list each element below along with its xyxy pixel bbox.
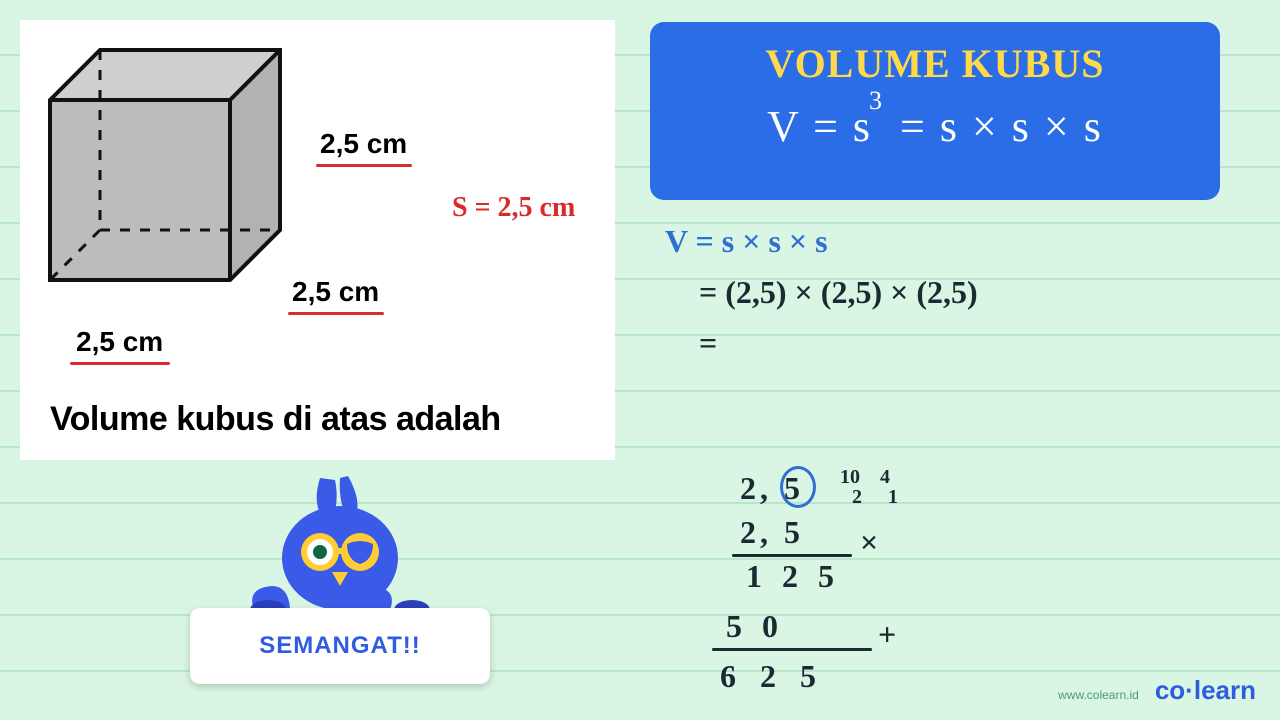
long-multiplication: 2, 5 10 2 4 1 2, 5 × 1 2 5 5 0 + 6 2 5: [740, 470, 844, 702]
question-text: Volume kubus di atas adalah: [50, 400, 501, 439]
cube-figure: [40, 40, 300, 300]
mul-circle: [780, 466, 816, 508]
mascot-sign: SEMANGAT!!: [190, 608, 490, 684]
formula-line-before: V = s: [767, 102, 872, 151]
cube-svg: [40, 40, 300, 300]
formula-line-after: = s × s × s: [887, 102, 1103, 151]
mul-result: 6 2 5: [720, 658, 824, 695]
brand-url: www.colearn.id: [1058, 688, 1139, 702]
mul-p1: 1 2 5: [746, 558, 840, 595]
mul-partial-2: 5 0 +: [740, 608, 844, 652]
calculation-block: V = s × s × s = (2,5) × (2,5) × (2,5) =: [665, 216, 978, 370]
mul-r2: 2, 5: [740, 514, 804, 551]
dim-underline-bottom: [70, 362, 170, 365]
mul-row-1: 2, 5 10 2 4 1: [740, 470, 844, 514]
formula-line: V = s3 = s × s × s: [676, 101, 1194, 152]
mul-row-2: 2, 5 ×: [740, 514, 844, 558]
footer-brand: www.colearn.id co·learn: [1058, 675, 1256, 706]
dim-underline-depth: [288, 312, 384, 315]
mul-op-times: ×: [860, 524, 878, 561]
brand-logo: co·learn: [1155, 675, 1256, 706]
mul-rule-2: [712, 648, 872, 651]
calc-eq-2: =: [699, 274, 725, 310]
formula-title: VOLUME KUBUS: [676, 40, 1194, 87]
mul-partial-1: 1 2 5: [740, 558, 844, 608]
formula-box: VOLUME KUBUS V = s3 = s × s × s: [650, 22, 1220, 200]
mascot-sign-text: SEMANGAT!!: [259, 632, 421, 660]
mul-op-plus: +: [878, 616, 896, 653]
side-equation: S = 2,5 cm: [452, 192, 575, 224]
mul-p2: 5 0: [726, 608, 784, 645]
calc-line-1: V = s × s × s: [665, 216, 978, 267]
brand-logo-dot: ·: [1185, 675, 1194, 705]
mul-rule-1: [732, 554, 852, 557]
calc-eq-1: =: [696, 223, 722, 259]
calc-l2: (2,5) × (2,5) × (2,5): [725, 274, 977, 310]
brand-logo-b: learn: [1194, 675, 1256, 705]
dim-label-bottom: 2,5 cm: [76, 326, 163, 358]
dim-label-right: 2,5 cm: [320, 128, 407, 160]
brand-logo-a: co: [1155, 675, 1185, 705]
calc-line-3: =: [665, 318, 978, 369]
calc-l1-rhs: s × s × s: [722, 223, 828, 259]
calc-eq-3: =: [699, 325, 717, 361]
dim-underline-right: [316, 164, 412, 167]
mul-result-row: 6 2 5: [740, 658, 844, 702]
calc-line-2: = (2,5) × (2,5) × (2,5): [665, 267, 978, 318]
formula-line-sup: 3: [869, 86, 884, 115]
dim-label-depth: 2,5 cm: [292, 276, 379, 308]
mul-carry1-bot: 2: [852, 486, 862, 509]
calc-l1-lhs: V: [665, 223, 688, 259]
mascot: SEMANGAT!!: [190, 470, 490, 700]
mul-carry2-bot: 1: [888, 486, 898, 509]
problem-panel: 2,5 cm 2,5 cm 2,5 cm S = 2,5 cm Volume k…: [20, 20, 615, 460]
